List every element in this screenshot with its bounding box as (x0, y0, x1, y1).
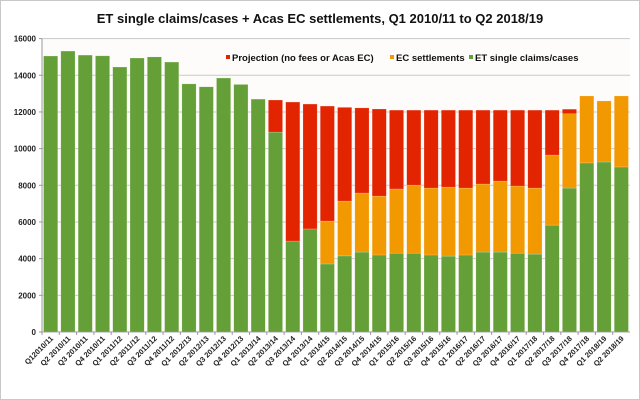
bar-et-single-claims-cases (129, 57, 145, 333)
bar-projection-no-fees-or-acas-ec (320, 105, 335, 222)
bar-et-single-claims-cases (441, 255, 456, 333)
bar-et-single-claims-cases (458, 254, 474, 333)
bar-et-single-claims-cases (95, 55, 110, 333)
bar-et-single-claims-cases (198, 86, 214, 333)
bar-et-single-claims-cases (406, 252, 422, 333)
y-tick-label: 10000 (14, 145, 37, 154)
bar-et-single-claims-cases (77, 54, 93, 333)
y-tick-label: 12000 (14, 108, 37, 117)
bar-et-single-claims-cases (389, 252, 404, 333)
y-axis: 0 2000 4000 6000 8000 10000 12000 14000 16000 (14, 35, 43, 337)
bar-projection-no-fees-or-acas-ec (492, 109, 508, 182)
bar-et-single-claims-cases (285, 240, 301, 333)
y-tick-label: 2000 (18, 291, 36, 300)
bar-et-single-claims-cases (43, 55, 58, 333)
bar-ec-settlements (614, 95, 629, 168)
bar-projection-no-fees-or-acas-ec (268, 99, 283, 133)
bar-projection-no-fees-or-acas-ec (406, 109, 422, 186)
bar-et-single-claims-cases (268, 131, 283, 333)
bar-et-single-claims-cases (60, 50, 76, 333)
legend-label: ET single claims/cases (475, 53, 579, 64)
bar-et-single-claims-cases (510, 252, 525, 333)
bar-et-single-claims-cases (233, 84, 249, 333)
y-tick-label: 14000 (14, 71, 37, 80)
bar-projection-no-fees-or-acas-ec (371, 108, 387, 197)
y-tick-label: 4000 (18, 255, 36, 264)
bar-ec-settlements (510, 185, 525, 254)
bar-ec-settlements (423, 187, 439, 256)
bar-ec-settlements (458, 187, 474, 256)
bar-et-single-claims-cases (475, 251, 491, 333)
bar-projection-no-fees-or-acas-ec (458, 109, 474, 189)
bar-ec-settlements (406, 184, 422, 254)
bar-et-single-claims-cases (544, 224, 560, 333)
bar-et-single-claims-cases (147, 56, 162, 333)
bar-ec-settlements (354, 192, 370, 253)
bar-projection-no-fees-or-acas-ec (562, 108, 577, 115)
bar-ec-settlements (371, 195, 387, 256)
bar-et-single-claims-cases (527, 253, 543, 333)
legend-swatch (390, 55, 394, 59)
bar-ec-settlements (337, 200, 352, 257)
legend-label: EC settlements (396, 53, 465, 64)
bar-et-single-claims-cases (250, 98, 266, 333)
bar-ec-settlements (579, 95, 595, 164)
bar-et-single-claims-cases (164, 61, 180, 333)
y-tick-label: 6000 (18, 218, 36, 227)
bar-et-single-claims-cases (302, 228, 318, 333)
bar-et-single-claims-cases (423, 254, 439, 333)
chart-title: ET single claims/cases + Acas EC settlem… (96, 11, 544, 26)
bar-projection-no-fees-or-acas-ec (475, 109, 491, 185)
bar-ec-settlements (596, 100, 612, 163)
bar-et-single-claims-cases (216, 77, 231, 333)
legend-swatch (469, 55, 473, 59)
bar-ec-settlements (562, 113, 577, 189)
bar-et-single-claims-cases (112, 66, 128, 333)
bar-projection-no-fees-or-acas-ec (389, 109, 404, 190)
bar-et-single-claims-cases (354, 251, 370, 333)
legend: Projection (no fees or Acas EC) EC settle… (226, 53, 579, 64)
bar-projection-no-fees-or-acas-ec (302, 103, 318, 230)
bar-projection-no-fees-or-acas-ec (285, 101, 301, 242)
bar-et-single-claims-cases (371, 254, 387, 333)
y-tick-label: 0 (32, 328, 37, 337)
bars (43, 50, 629, 333)
bar-projection-no-fees-or-acas-ec (337, 107, 352, 202)
bar-et-single-claims-cases (320, 263, 335, 333)
bar-projection-no-fees-or-acas-ec (423, 109, 439, 189)
bar-projection-no-fees-or-acas-ec (544, 109, 560, 156)
bar-ec-settlements (389, 188, 404, 254)
bar-projection-no-fees-or-acas-ec (441, 109, 456, 188)
bar-ec-settlements (527, 187, 543, 255)
bar-et-single-claims-cases (579, 162, 595, 333)
bar-projection-no-fees-or-acas-ec (510, 109, 525, 187)
bar-et-single-claims-cases (181, 83, 197, 333)
bar-ec-settlements (320, 220, 335, 265)
legend-swatch (226, 55, 230, 59)
bar-et-single-claims-cases (492, 251, 508, 333)
bar-projection-no-fees-or-acas-ec (354, 107, 370, 194)
bar-projection-no-fees-or-acas-ec (527, 109, 543, 189)
bar-et-single-claims-cases (614, 166, 629, 333)
bar-ec-settlements (544, 154, 560, 226)
bar-ec-settlements (492, 180, 508, 253)
bar-et-single-claims-cases (596, 161, 612, 333)
bar-ec-settlements (441, 186, 456, 257)
bar-ec-settlements (475, 183, 491, 253)
y-tick-label: 8000 (18, 181, 36, 190)
bar-et-single-claims-cases (337, 255, 352, 333)
y-tick-label: 16000 (14, 35, 37, 44)
bar-et-single-claims-cases (562, 187, 577, 333)
legend-label: Projection (no fees or Acas EC) (232, 53, 374, 64)
